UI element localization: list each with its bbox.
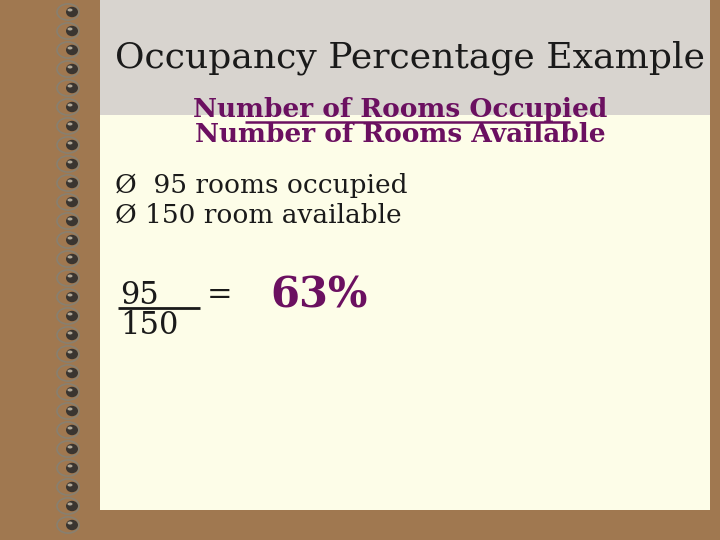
Ellipse shape xyxy=(68,218,73,220)
Ellipse shape xyxy=(68,522,73,524)
Ellipse shape xyxy=(68,483,73,487)
Ellipse shape xyxy=(66,482,78,492)
Text: 63%: 63% xyxy=(270,274,367,316)
Ellipse shape xyxy=(68,237,73,240)
Ellipse shape xyxy=(68,350,73,354)
Ellipse shape xyxy=(66,64,78,74)
Ellipse shape xyxy=(66,330,78,340)
Text: 95: 95 xyxy=(120,280,158,310)
Ellipse shape xyxy=(66,102,78,112)
Ellipse shape xyxy=(68,255,73,259)
Ellipse shape xyxy=(66,216,78,226)
Text: Occupancy Percentage Example: Occupancy Percentage Example xyxy=(115,40,705,75)
Ellipse shape xyxy=(68,123,73,125)
Text: Number of Rooms Occupied: Number of Rooms Occupied xyxy=(193,98,607,123)
Text: Ø 150 room available: Ø 150 room available xyxy=(115,202,402,227)
Ellipse shape xyxy=(68,28,73,30)
Ellipse shape xyxy=(68,294,73,296)
Ellipse shape xyxy=(68,84,73,87)
Ellipse shape xyxy=(66,83,78,93)
Ellipse shape xyxy=(66,45,78,55)
Ellipse shape xyxy=(68,427,73,429)
Ellipse shape xyxy=(66,520,78,530)
Bar xyxy=(100,115,710,510)
Ellipse shape xyxy=(68,369,73,373)
Ellipse shape xyxy=(66,7,78,17)
Text: Number of Rooms Available: Number of Rooms Available xyxy=(194,123,606,147)
Ellipse shape xyxy=(66,311,78,321)
Ellipse shape xyxy=(66,406,78,416)
Ellipse shape xyxy=(68,65,73,69)
Ellipse shape xyxy=(68,464,73,468)
Ellipse shape xyxy=(68,408,73,410)
Ellipse shape xyxy=(66,292,78,302)
Ellipse shape xyxy=(66,444,78,454)
Text: =: = xyxy=(207,280,233,310)
Ellipse shape xyxy=(68,332,73,334)
Ellipse shape xyxy=(68,46,73,50)
Ellipse shape xyxy=(68,104,73,106)
Ellipse shape xyxy=(66,425,78,435)
Ellipse shape xyxy=(66,159,78,169)
Ellipse shape xyxy=(68,274,73,278)
Ellipse shape xyxy=(66,387,78,397)
Ellipse shape xyxy=(66,368,78,378)
Ellipse shape xyxy=(66,273,78,283)
Ellipse shape xyxy=(66,463,78,473)
Ellipse shape xyxy=(66,254,78,264)
Ellipse shape xyxy=(68,160,73,164)
Ellipse shape xyxy=(68,141,73,145)
Ellipse shape xyxy=(68,313,73,315)
Ellipse shape xyxy=(66,235,78,245)
Text: Ø  95 rooms occupied: Ø 95 rooms occupied xyxy=(115,172,408,198)
Ellipse shape xyxy=(66,349,78,359)
Bar xyxy=(100,0,710,115)
Ellipse shape xyxy=(68,199,73,201)
Ellipse shape xyxy=(66,178,78,188)
Ellipse shape xyxy=(68,388,73,392)
Ellipse shape xyxy=(66,501,78,511)
Ellipse shape xyxy=(68,503,73,505)
Ellipse shape xyxy=(66,140,78,150)
Ellipse shape xyxy=(66,121,78,131)
Text: 150: 150 xyxy=(120,309,179,341)
Ellipse shape xyxy=(68,446,73,449)
Ellipse shape xyxy=(66,197,78,207)
Ellipse shape xyxy=(68,9,73,11)
Ellipse shape xyxy=(68,179,73,183)
Ellipse shape xyxy=(66,26,78,36)
